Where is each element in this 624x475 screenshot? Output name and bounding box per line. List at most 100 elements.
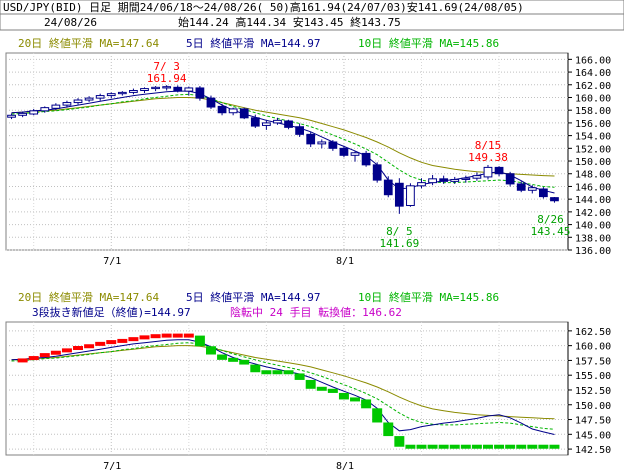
kagi-block: [39, 353, 50, 358]
y-tick-label: 160.00: [575, 342, 611, 353]
y-tick-label: 142.50: [575, 445, 611, 456]
plot-area: [5, 321, 569, 456]
kagi-block: [239, 359, 250, 365]
kagi-block: [139, 335, 150, 340]
kagi-block: [73, 346, 84, 351]
kagi-block: [316, 386, 327, 391]
kagi-block: [294, 373, 305, 380]
legend2-ma5: 5日 終値平滑 MA=144.97: [186, 290, 320, 304]
y-tick-label: 138.00: [575, 233, 611, 244]
header-ohlc: 始144.24 高144.34 安143.45 終143.75: [178, 15, 401, 29]
kagi-block: [471, 444, 482, 449]
kagi-block: [172, 333, 183, 338]
kagi-block: [482, 444, 493, 449]
legend-ma20: 20日 終値平滑 MA=147.64: [18, 36, 159, 50]
kagi-block: [527, 444, 538, 449]
kagi-block: [538, 444, 549, 449]
annotation-high-0703: 161.94: [147, 72, 187, 85]
candle-body: [117, 91, 127, 95]
candle-body: [40, 107, 50, 112]
y-tick-label: 140.00: [575, 221, 611, 232]
candle-body: [262, 122, 271, 126]
kagi-block: [327, 388, 338, 393]
kagi-block: [449, 444, 460, 449]
candle-body: [339, 147, 349, 156]
annotation-last-0826: 8/26: [537, 213, 564, 226]
candle-body: [129, 89, 138, 93]
annotation-high-0703: 7/ 3: [153, 60, 180, 73]
legend2-ma10: 10日 終値平滑 MA=145.86: [358, 290, 499, 304]
kagi-block: [494, 444, 505, 449]
y-tick-label: 150.00: [575, 401, 611, 412]
candle-body: [428, 178, 437, 184]
header-line1: USD/JPY(BID) 日足 期間24/06/18～24/08/26( 50)…: [3, 0, 524, 14]
candle-body: [372, 164, 382, 181]
candle-body: [217, 105, 227, 114]
kagi-block: [17, 358, 28, 363]
candle-body: [439, 178, 449, 182]
x-tick-label: 8/1: [336, 461, 354, 472]
candle-body: [350, 152, 360, 156]
kagi-block: [28, 356, 39, 361]
y-tick-label: 162.00: [575, 81, 611, 92]
candle-body: [450, 178, 460, 182]
annotation-high-0815: 149.38: [468, 151, 508, 164]
y-tick-label: 152.00: [575, 144, 611, 155]
candle-body: [29, 110, 39, 115]
candle-body: [539, 188, 548, 198]
kagi-block: [338, 392, 349, 400]
legend-ma5: 5日 終値平滑 MA=144.97: [186, 36, 320, 50]
y-tick-label: 144.00: [575, 195, 611, 206]
candle-body: [273, 119, 282, 124]
candle-body: [284, 120, 293, 128]
candle-body: [173, 86, 183, 92]
kagi-block: [50, 350, 61, 355]
legend-kagi-status: 陰転中 24 手目 転換値：146.62: [230, 305, 402, 319]
kagi-block: [416, 444, 427, 449]
candle-body: [295, 126, 304, 135]
candle-body: [317, 141, 327, 145]
candle-body: [140, 88, 149, 91]
y-tick-label: 145.00: [575, 430, 611, 441]
kagi-block: [460, 444, 471, 449]
ma10-line: [11, 93, 555, 188]
y-tick-label: 164.00: [575, 68, 611, 79]
candle-body: [239, 108, 249, 119]
y-tick-label: 158.00: [575, 106, 611, 117]
candle-body: [505, 173, 515, 185]
kagi-block: [549, 444, 560, 449]
kagi-block: [394, 436, 405, 447]
y-tick-label: 154.00: [575, 132, 611, 143]
x-tick-label: 7/1: [103, 461, 121, 472]
candle-body: [151, 86, 160, 90]
x-tick-label: 8/1: [336, 256, 354, 267]
kagi-block: [372, 408, 383, 423]
kagi-block: [117, 338, 128, 343]
annotation-high-0815: 8/15: [475, 139, 502, 152]
kagi-block: [161, 333, 172, 338]
candle-body: [394, 182, 404, 207]
candle-body: [62, 102, 72, 106]
candle-body: [195, 87, 205, 99]
kagi-block: [383, 422, 394, 437]
subheader-bar: [0, 13, 624, 31]
y-tick-label: 157.50: [575, 356, 611, 367]
kagi-block: [361, 399, 372, 409]
candle-body: [306, 133, 316, 145]
legend-kagi: 3段抜き新値足（終値)=144.97: [32, 305, 191, 319]
candle-body: [51, 104, 61, 109]
candle-body: [18, 112, 27, 116]
candle-body: [162, 86, 172, 89]
kagi-block: [228, 357, 239, 362]
kagi-block: [250, 364, 261, 373]
candle-body: [483, 166, 493, 178]
y-tick-label: 152.50: [575, 386, 611, 397]
candle-body: [328, 141, 338, 149]
y-tick-label: 136.00: [575, 246, 611, 257]
y-tick-label: 156.00: [575, 119, 611, 130]
kagi-block: [106, 340, 117, 345]
candle-body: [494, 166, 504, 175]
kagi-block: [438, 444, 449, 449]
